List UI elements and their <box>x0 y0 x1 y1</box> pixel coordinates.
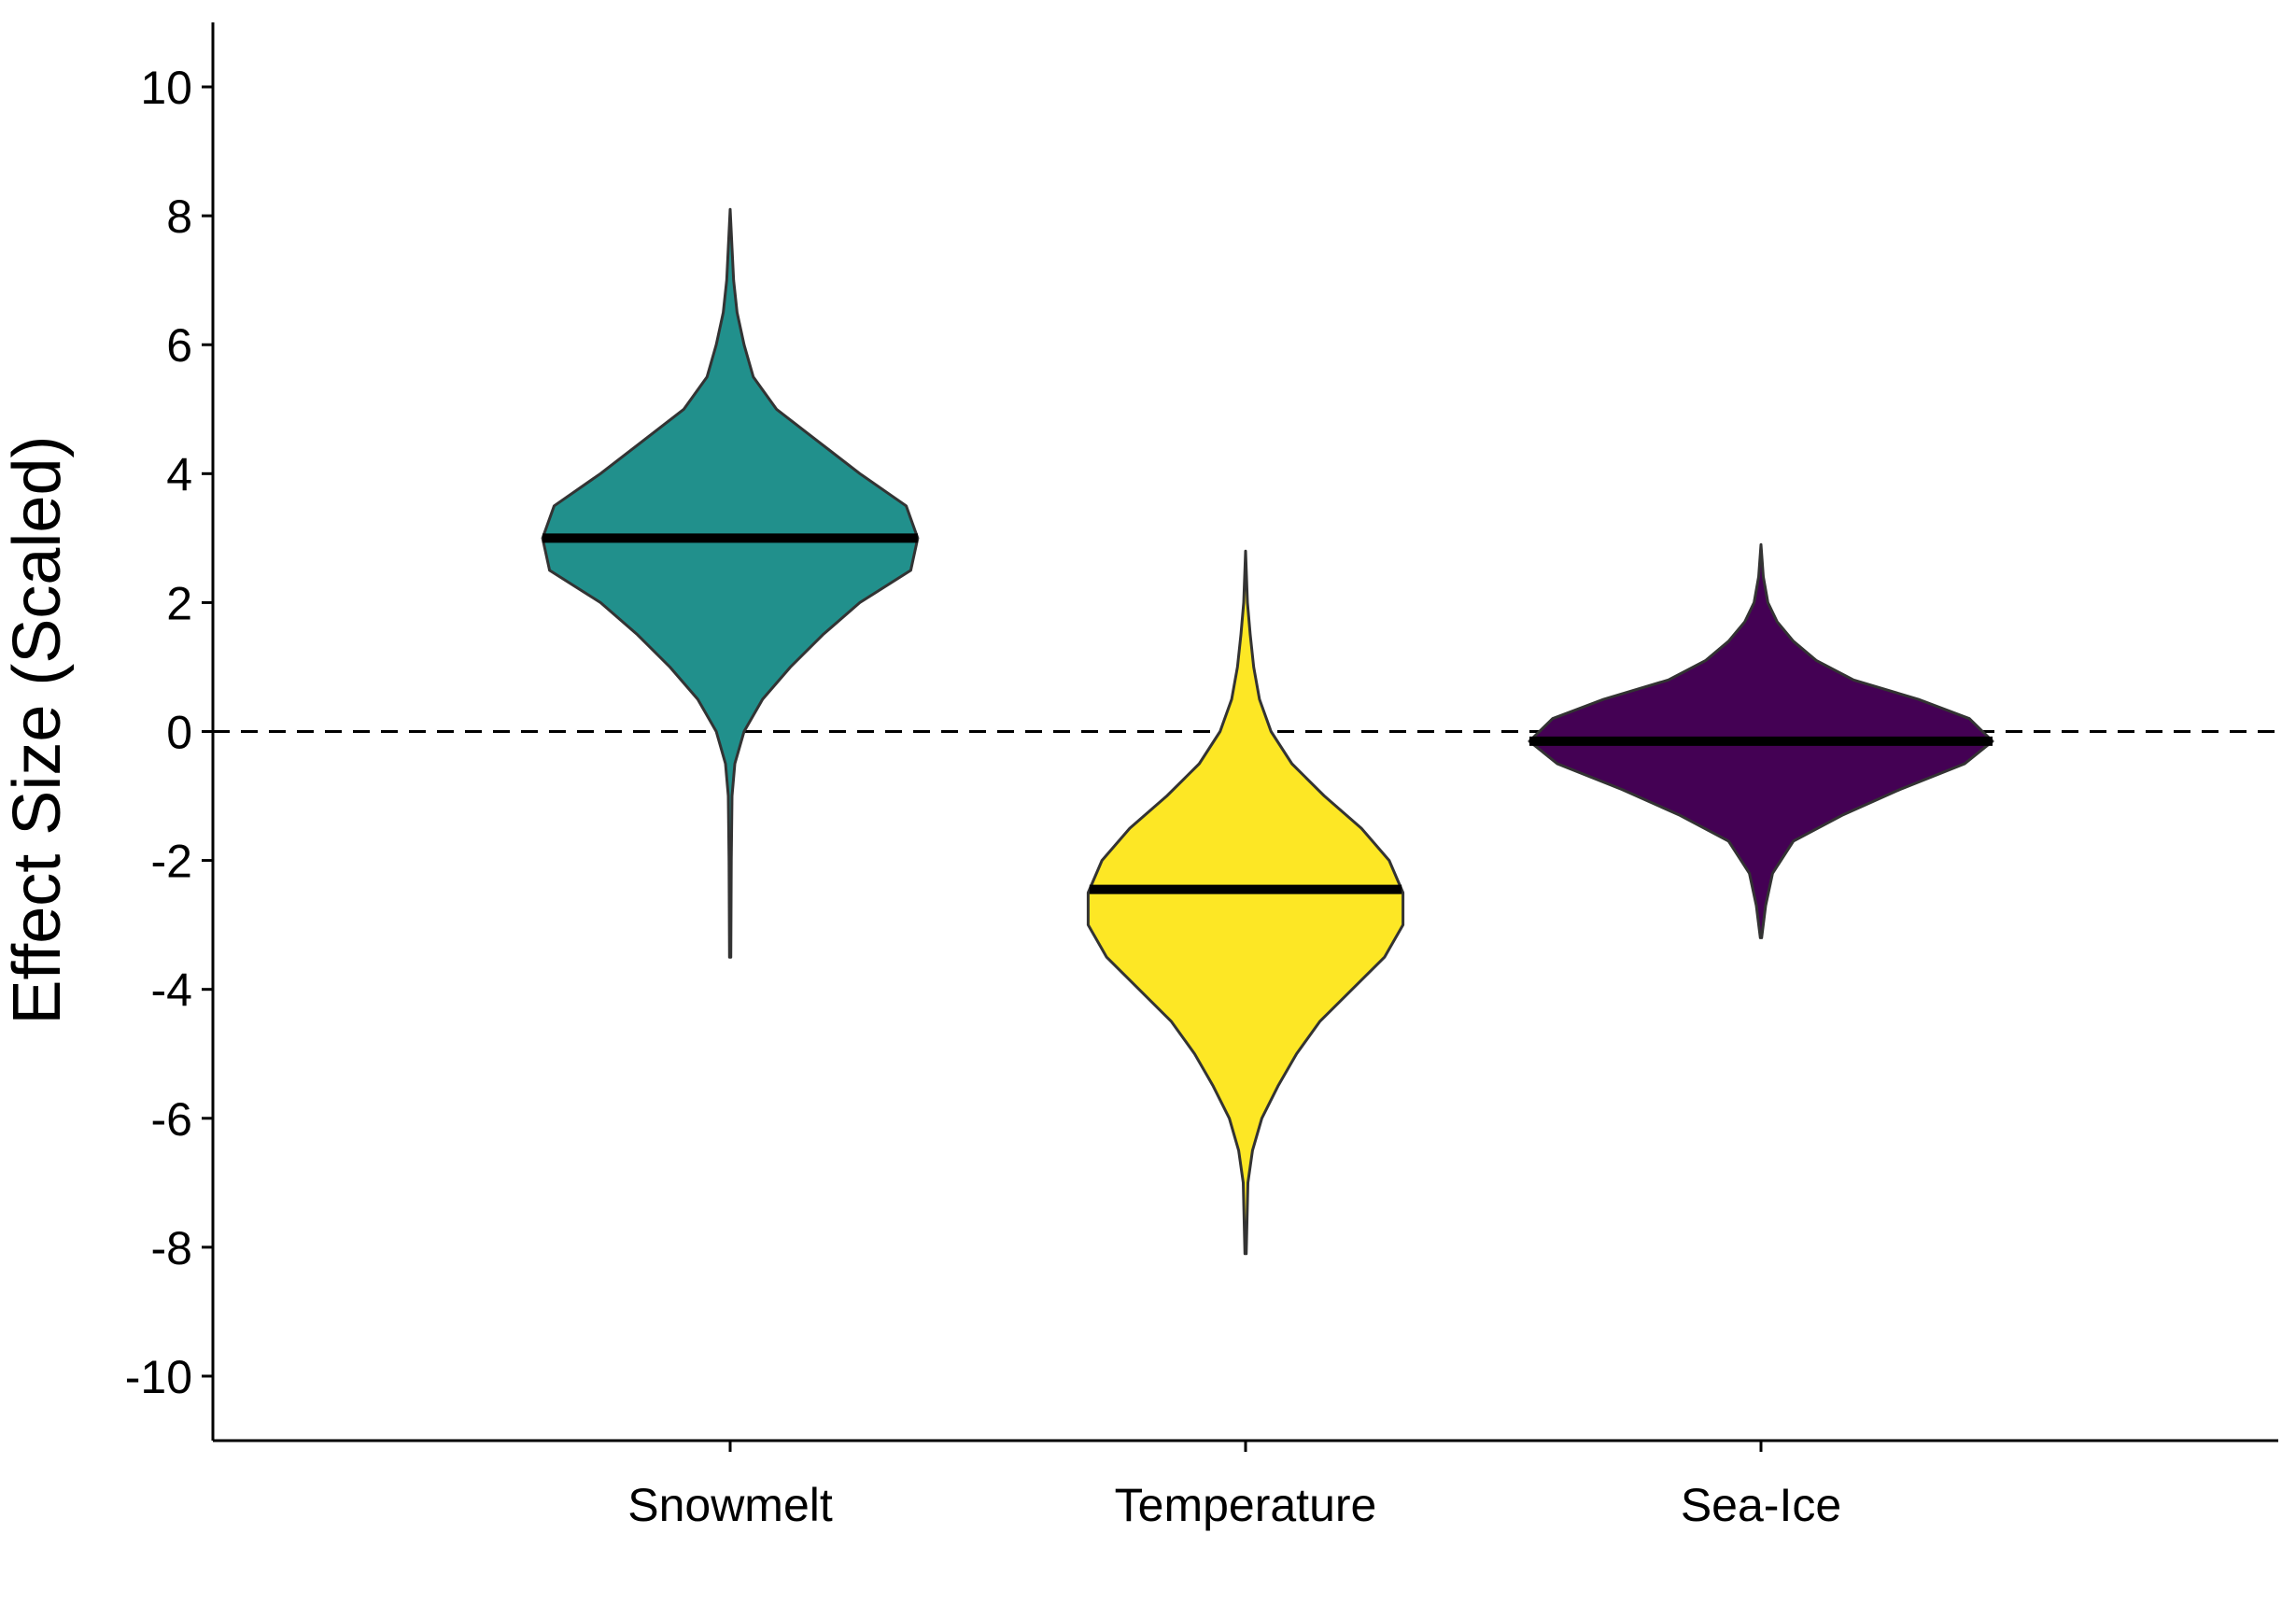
y-tick-label: 8 <box>166 190 192 243</box>
y-tick-label: 2 <box>166 577 192 629</box>
y-tick-label: 0 <box>166 707 192 759</box>
violins <box>541 207 1994 1256</box>
y-tick-label: -8 <box>151 1222 192 1274</box>
y-tick-label: 10 <box>140 62 192 114</box>
y-tick-label: 4 <box>166 448 192 500</box>
y-tick-label: -4 <box>151 964 192 1017</box>
x-tick-label-sea-ice: Sea-Ice <box>1681 1479 1841 1531</box>
x-tick-label-snowmelt: Snowmelt <box>627 1479 833 1531</box>
y-tick-label: -2 <box>151 836 192 888</box>
violin-snowmelt <box>541 207 920 959</box>
y-tick-label: 6 <box>166 319 192 372</box>
y-tick-label: -6 <box>151 1093 192 1146</box>
y-axis-title: Effect Size (Scaled) <box>0 436 75 1025</box>
violin-temperature <box>1086 549 1405 1256</box>
axes: 10 8 6 4 2 0 -2 -4 -6 -8 -10 Snowmelt Temperature Sea… <box>125 22 2278 1531</box>
x-tick-label-temperature: Temperature <box>1115 1479 1377 1531</box>
y-tick-label: -10 <box>125 1351 192 1403</box>
